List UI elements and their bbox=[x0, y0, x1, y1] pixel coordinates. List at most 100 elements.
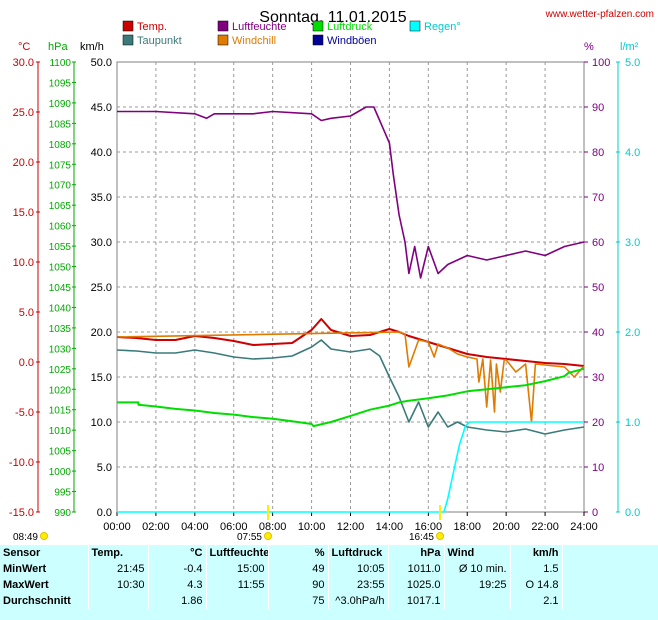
legend-label: Taupunkt bbox=[137, 35, 182, 47]
legend-swatch bbox=[217, 20, 229, 32]
stats-cell: O 14.8 bbox=[510, 577, 563, 593]
tick-label-hpa: 1025 bbox=[49, 365, 72, 376]
tick-label-hpa: 1015 bbox=[49, 406, 72, 417]
tick-label-hpa: 1050 bbox=[49, 263, 72, 274]
chart-title: Sonntag, 11.01.2015 bbox=[259, 9, 406, 26]
stats-cell: 10:05 bbox=[328, 561, 389, 577]
legend-swatch bbox=[122, 34, 134, 46]
stats-header-wind: Wind bbox=[444, 545, 511, 561]
stats-cell: 1017.1 bbox=[388, 593, 445, 609]
legend-label: Windchill bbox=[232, 35, 276, 47]
tick-label-percent: 30 bbox=[592, 372, 604, 384]
sun-time-label: 08:49 bbox=[13, 532, 38, 543]
stats-row-label: MaxWert bbox=[0, 577, 89, 593]
tick-label-celsius: 25.0 bbox=[13, 107, 34, 119]
legend-label: Windböen bbox=[327, 35, 377, 47]
tick-label-x: 14:00 bbox=[376, 521, 404, 533]
legend-swatch bbox=[312, 34, 324, 46]
tick-label-hpa: 990 bbox=[54, 508, 71, 519]
stats-cell: 15:00 bbox=[206, 561, 269, 577]
tick-label-percent: 40 bbox=[592, 327, 604, 339]
stats-row-label: Durchschnitt bbox=[0, 593, 89, 609]
tick-label-percent: 70 bbox=[592, 192, 604, 204]
tick-label-hpa: 1075 bbox=[49, 160, 72, 171]
statistics-panel: Sensor Temp. °C Luftfeuchte % Luftdruck … bbox=[0, 545, 658, 620]
stats-cell: 1025.0 bbox=[388, 577, 445, 593]
stats-cell: ^3.0hPa/h bbox=[328, 593, 389, 609]
stats-header-humidity-unit: % bbox=[268, 545, 329, 561]
sun-markers: 08:49 07:55 16:45 bbox=[13, 505, 444, 543]
tick-label-celsius: 15.0 bbox=[13, 207, 34, 219]
stats-header-sensor: Sensor bbox=[0, 545, 89, 561]
tick-label-percent: 80 bbox=[592, 147, 604, 159]
tick-label-celsius: -5.0 bbox=[15, 407, 34, 419]
legend-swatch bbox=[312, 20, 324, 32]
stats-cell: 2.1 bbox=[510, 593, 563, 609]
tick-label-rain: 3.0 bbox=[625, 237, 640, 249]
stats-header-wind-unit: km/h bbox=[510, 545, 563, 561]
tick-label-kmh: 10.0 bbox=[91, 417, 112, 429]
tick-label-hpa: 1005 bbox=[49, 447, 72, 458]
tick-label-celsius: -15.0 bbox=[9, 507, 34, 519]
tick-label-hpa: 1095 bbox=[49, 78, 72, 89]
sun-icon bbox=[436, 532, 444, 540]
axis-unit-hpa: hPa bbox=[48, 41, 68, 53]
series-line-luftdruck bbox=[117, 367, 585, 428]
series-line-temp bbox=[116, 318, 585, 367]
tick-label-x: 02:00 bbox=[142, 521, 170, 533]
legend-label: Luftfeuchte bbox=[232, 21, 286, 33]
sun-time-label: 16:45 bbox=[409, 532, 434, 543]
stats-cell: 75 bbox=[268, 593, 329, 609]
tick-label-celsius: 0.0 bbox=[19, 357, 34, 369]
stats-header-pressure: Luftdruck bbox=[328, 545, 389, 561]
stats-header-temp: Temp. bbox=[88, 545, 149, 561]
axis-unit-rain: l/m² bbox=[620, 41, 639, 53]
axis-unit-celsius: °C bbox=[18, 41, 30, 53]
tick-label-kmh: 5.0 bbox=[97, 462, 112, 474]
tick-label-hpa: 1060 bbox=[49, 222, 72, 233]
stats-header-pressure-unit: hPa bbox=[388, 545, 445, 561]
tick-label-kmh: 0.0 bbox=[97, 507, 112, 519]
tick-label-hpa: 1065 bbox=[49, 201, 72, 212]
stats-header-row: Sensor Temp. °C Luftfeuchte % Luftdruck … bbox=[0, 545, 658, 561]
stats-cell bbox=[206, 593, 269, 609]
tick-label-hpa: 1010 bbox=[49, 426, 72, 437]
site-url[interactable]: www.wetter-pfalzen.com bbox=[545, 9, 654, 20]
tick-label-hpa: 1090 bbox=[49, 99, 72, 110]
tick-label-percent: 50 bbox=[592, 282, 604, 294]
tick-label-celsius: 5.0 bbox=[19, 307, 34, 319]
tick-label-hpa: 1035 bbox=[49, 324, 72, 335]
legend-swatch bbox=[122, 20, 134, 32]
series-line-regen bbox=[117, 421, 584, 513]
tick-label-kmh: 20.0 bbox=[91, 327, 112, 339]
tick-label-x: 04:00 bbox=[181, 521, 209, 533]
tick-label-hpa: 1000 bbox=[49, 467, 72, 478]
tick-label-hpa: 1030 bbox=[49, 344, 72, 355]
tick-label-kmh: 40.0 bbox=[91, 147, 112, 159]
legend-swatch bbox=[409, 20, 421, 32]
tick-label-celsius: 20.0 bbox=[13, 157, 34, 169]
tick-label-x: 08:00 bbox=[259, 521, 287, 533]
stats-cell: 4.3 bbox=[148, 577, 207, 593]
stats-cell: 11:55 bbox=[206, 577, 269, 593]
x-axis: 00:00 02:00 04:00 06:00 08:00 10:00 12:00 14:00… bbox=[103, 512, 598, 533]
tick-label-kmh: 45.0 bbox=[91, 102, 112, 114]
stats-cell: 49 bbox=[268, 561, 329, 577]
tick-label-hpa: 1045 bbox=[49, 283, 72, 294]
tick-label-hpa: 1020 bbox=[49, 385, 72, 396]
tick-label-celsius: 10.0 bbox=[13, 257, 34, 269]
tick-label-x: 22:00 bbox=[531, 521, 559, 533]
tick-label-x: 18:00 bbox=[453, 521, 481, 533]
series-line-luftfeuchte bbox=[117, 106, 585, 279]
stats-cell bbox=[444, 593, 511, 609]
tick-label-kmh: 35.0 bbox=[91, 192, 112, 204]
stats-cell: 1.5 bbox=[510, 561, 563, 577]
stats-row-label: MinWert bbox=[0, 561, 89, 577]
tick-label-celsius: -10.0 bbox=[9, 457, 34, 469]
tick-label-x: 20:00 bbox=[492, 521, 520, 533]
legend-label: Temp. bbox=[137, 21, 167, 33]
sun-time-label: 07:55 bbox=[237, 532, 262, 543]
tick-label-kmh: 30.0 bbox=[91, 237, 112, 249]
stats-row-max: MaxWert 10:30 4.3 11:55 90 23:55 1025.0 … bbox=[0, 577, 658, 593]
